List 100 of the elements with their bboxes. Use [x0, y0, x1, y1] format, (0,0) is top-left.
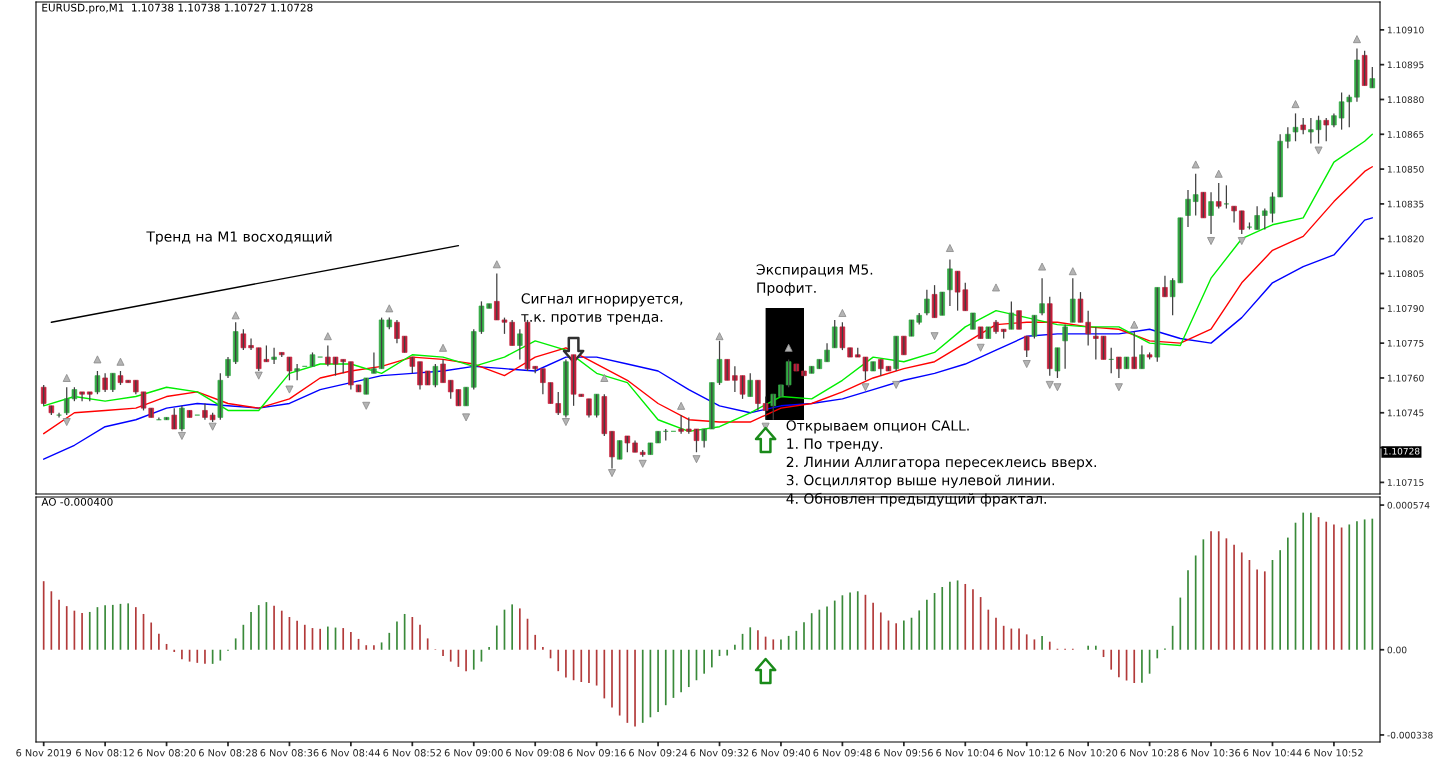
candlestick	[1215, 182, 1222, 210]
y-tick-label: 1.10760	[1387, 374, 1424, 382]
candlestick	[1016, 310, 1022, 330]
x-tick-label: 6 Nov 10:44	[1243, 749, 1302, 757]
annotation: Сигнал игнорируется, т.к. против тренда.	[521, 293, 683, 325]
candlestick	[839, 321, 846, 351]
y-tick-label: 0.000574	[1387, 501, 1430, 509]
chart-title: AO -0.000400	[41, 497, 113, 506]
candlestick	[1200, 191, 1207, 219]
candlestick	[517, 328, 523, 361]
candlestick	[893, 335, 899, 372]
x-tick-label: 6 Nov 09:24	[629, 749, 688, 757]
x-tick-label: 6 Nov 08:12	[76, 749, 134, 757]
chart-title: EURUSD.pro,M1 1.10738 1.10738 1.10727 1.10728	[42, 3, 313, 14]
candlestick	[110, 372, 116, 393]
annotation: Тренд на M1 восходящий	[146, 231, 332, 245]
x-tick-label: 6 Nov 09:56	[874, 749, 933, 757]
x-tick-label: 6 Nov 09:32	[690, 749, 749, 757]
candlestick	[801, 370, 807, 377]
y-tick-label: 0.00	[1387, 646, 1407, 654]
y-tick-label: 1.10745	[1387, 409, 1424, 417]
candlestick	[1131, 330, 1137, 370]
candlestick	[847, 347, 853, 358]
y-tick-label: 1.10910	[1387, 26, 1424, 34]
candlestick	[678, 414, 684, 435]
y-tick-label: 1.10895	[1387, 61, 1424, 69]
candlestick	[1369, 66, 1376, 89]
y-tick-label: 1.10775	[1387, 339, 1424, 347]
y-tick-label: 1.10790	[1387, 305, 1424, 312]
candlestick	[747, 372, 753, 398]
x-tick-label: 6 Nov 10:28	[1120, 749, 1179, 757]
annotation: Открываем опцион CALL. 1. По тренду. 2. Линии Аллигатора пересеклеись вверх. 3. Осциллятор выше нулевой линии. 4. Обновлен предыдущий фрактал.	[786, 420, 1096, 507]
candlestick	[79, 391, 85, 402]
candlestick	[1308, 117, 1314, 145]
candlestick	[1315, 115, 1322, 145]
x-tick-label: 6 Nov 10:36	[1182, 749, 1241, 757]
candlestick	[271, 347, 277, 365]
candlestick	[593, 393, 600, 419]
candlestick	[1054, 347, 1061, 379]
candlestick	[1023, 335, 1030, 358]
x-tick-label: 6 Nov 09:00	[444, 749, 503, 757]
candlestick	[1323, 117, 1329, 142]
candlestick	[1154, 286, 1161, 363]
candlestick	[901, 335, 907, 356]
y-tick-label: 1.10835	[1387, 200, 1424, 208]
candlestick	[217, 372, 224, 421]
y-tick-label: 1.10850	[1387, 165, 1424, 173]
candlestick	[931, 284, 938, 319]
x-tick-label: 6 Nov 09:08	[506, 749, 565, 757]
candlestick	[171, 407, 177, 430]
candlestick	[770, 393, 777, 421]
y-tick-label: 1.10865	[1387, 131, 1424, 138]
candlestick	[724, 358, 730, 381]
candlestick	[294, 363, 300, 381]
candlestick	[432, 363, 439, 388]
candlestick	[870, 361, 876, 372]
candlestick	[785, 358, 792, 388]
candlestick	[286, 356, 293, 381]
candlestick	[1047, 296, 1053, 377]
y-tick-label: 1.10820	[1387, 235, 1424, 243]
candlestick	[1192, 173, 1199, 217]
x-tick-label: 6 Nov 08:52	[383, 749, 442, 757]
x-tick-label: 6 Nov 09:16	[567, 749, 626, 757]
candlestick	[463, 386, 469, 407]
annotation: Экспирация M5. Профит.	[756, 264, 873, 296]
y-tick-label: 1.10805	[1387, 270, 1424, 278]
x-tick-label: 6 Nov 08:28	[199, 749, 258, 757]
candlestick	[163, 416, 170, 421]
x-tick-label: 6 Nov 10:04	[936, 749, 995, 757]
candlestick	[616, 439, 623, 460]
candlestick	[1031, 314, 1038, 340]
x-tick-label: 6 Nov 10:20	[1059, 749, 1118, 757]
candlestick	[1285, 126, 1291, 149]
x-tick-label: 6 Nov 09:48	[813, 749, 872, 757]
x-tick-label: 6 Nov 10:52	[1304, 749, 1363, 757]
candlestick	[831, 319, 838, 349]
x-tick-label: 6 Nov 08:36	[260, 749, 319, 757]
candlestick	[601, 393, 608, 437]
y-tick-label: 1.10880	[1387, 96, 1424, 104]
candlestick	[1223, 184, 1230, 210]
candlestick	[1361, 50, 1368, 87]
candlestick	[939, 291, 945, 316]
y-tick-label: -0.000338	[1387, 731, 1433, 739]
candlestick	[1292, 112, 1299, 142]
x-tick-label: 6 Nov 10:12	[997, 749, 1056, 757]
candlestick	[762, 395, 769, 421]
x-tick-label: 6 Nov 09:40	[751, 749, 810, 757]
candlestick	[232, 321, 239, 365]
x-tick-label: 6 Nov 2019	[16, 749, 72, 757]
candlestick	[1008, 300, 1015, 330]
candlestick	[1239, 210, 1245, 235]
y-tick-label: 1.10715	[1387, 479, 1424, 486]
x-tick-label: 6 Nov 08:44	[321, 749, 381, 757]
candlestick	[486, 303, 492, 309]
text: 1.10728	[1383, 447, 1420, 455]
candlestick	[94, 370, 101, 395]
candlestick	[1070, 277, 1076, 323]
candlestick	[739, 375, 746, 400]
candlestick	[240, 328, 247, 351]
candlestick	[371, 351, 377, 374]
